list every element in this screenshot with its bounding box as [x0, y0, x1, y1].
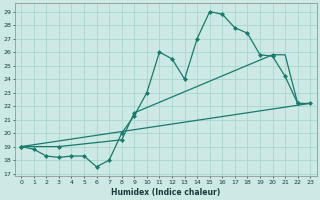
X-axis label: Humidex (Indice chaleur): Humidex (Indice chaleur)	[111, 188, 220, 197]
